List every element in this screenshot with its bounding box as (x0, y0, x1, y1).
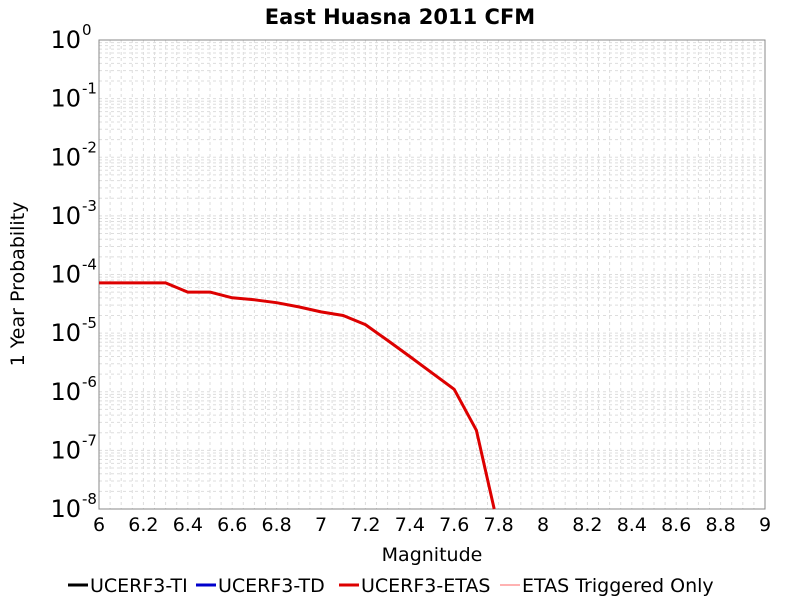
y-tick-exponent: -6 (82, 373, 97, 391)
y-tick-label: 10 -6 (50, 373, 97, 406)
y-tick-label: 10 -7 (50, 431, 97, 464)
y-tick-exponent: -7 (82, 431, 97, 449)
legend-label: UCERF3-ETAS (361, 575, 490, 597)
y-tick-base: 10 (50, 378, 81, 406)
x-axis-label: Magnitude (382, 544, 483, 566)
x-tick-label: 7.8 (483, 514, 513, 536)
series-layer (99, 281, 496, 510)
y-tick-label: 10 -8 (50, 490, 97, 523)
legend-item: UCERF3-TI (68, 575, 188, 597)
series-line-ucerf3-etas (99, 281, 496, 510)
y-tick-label: 10 0 (50, 21, 91, 54)
x-tick-label: 7.2 (350, 514, 380, 536)
x-tick-label: 7 (315, 514, 327, 536)
y-tick-exponent: -1 (82, 80, 97, 98)
x-tick-label: 6.2 (128, 514, 158, 536)
y-tick-base: 10 (50, 85, 81, 113)
y-tick-base: 10 (50, 319, 81, 347)
y-tick-exponent: -4 (82, 256, 97, 274)
x-tick-label: 6.8 (261, 514, 291, 536)
y-tick-exponent: 0 (82, 21, 92, 39)
y-tick-label: 10 -1 (50, 80, 97, 113)
x-tick-label: 8.4 (617, 514, 647, 536)
legend-label: UCERF3-TD (218, 575, 325, 597)
y-tick-base: 10 (50, 26, 81, 54)
y-tick-base: 10 (50, 261, 81, 289)
y-tick-exponent: -5 (82, 314, 97, 332)
chart-title: East Huasna 2011 CFM (265, 5, 535, 29)
legend-item: UCERF3-TD (196, 575, 325, 597)
legend: UCERF3-TI UCERF3-TD UCERF3-ETAS ETAS Trigge… (68, 575, 714, 597)
x-tick-label: 8.8 (705, 514, 735, 536)
y-axis-label: 1 Year Probability (7, 202, 29, 367)
y-tick-base: 10 (50, 143, 81, 171)
y-tick-exponent: -8 (82, 490, 97, 508)
y-tick-base: 10 (50, 495, 81, 523)
grid (98, 40, 766, 510)
y-tick-label: 10 -2 (50, 138, 97, 171)
x-tick-label: 8.6 (661, 514, 691, 536)
y-tick-base: 10 (50, 436, 81, 464)
x-tick-label: 6.6 (217, 514, 247, 536)
legend-item: ETAS Triggered Only (500, 575, 714, 597)
x-tick-label: 8.2 (572, 514, 602, 536)
y-tick-exponent: -2 (82, 138, 97, 156)
x-tick-label: 8 (537, 514, 549, 536)
x-tick-label: 6 (93, 514, 105, 536)
x-tick-label: 6.4 (173, 514, 203, 536)
y-tick-exponent: -3 (82, 197, 97, 215)
y-tick-label: 10 -3 (50, 197, 97, 230)
legend-item: UCERF3-ETAS (339, 575, 490, 597)
y-tick-base: 10 (50, 202, 81, 230)
x-tick-label: 7.4 (395, 514, 425, 536)
plot-frame (98, 39, 766, 510)
y-tick-label: 10 -4 (50, 256, 97, 289)
x-tick-label: 9 (759, 514, 771, 536)
legend-label: ETAS Triggered Only (522, 575, 714, 597)
x-tick-labels: 6 6.2 6.4 6.6 6.8 7 7.2 7.4 7.6 7.8 8 8.2 8.4 8.6 8.8 9 (93, 514, 771, 536)
legend-label: UCERF3-TI (90, 575, 188, 597)
x-tick-label: 7.6 (439, 514, 469, 536)
y-tick-label: 10 -5 (50, 314, 97, 347)
